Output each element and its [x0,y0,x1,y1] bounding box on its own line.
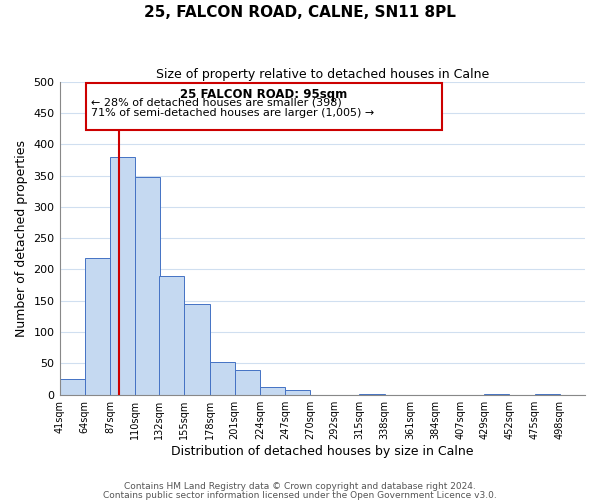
Bar [285,390,310,394]
Bar [184,304,209,394]
Bar [235,370,260,394]
Text: Contains public sector information licensed under the Open Government Licence v3: Contains public sector information licen… [103,490,497,500]
Text: 71% of semi-detached houses are larger (1,005) →: 71% of semi-detached houses are larger (… [91,108,374,118]
X-axis label: Distribution of detached houses by size in Calne: Distribution of detached houses by size … [171,444,473,458]
Bar [59,379,85,394]
Title: Size of property relative to detached houses in Calne: Size of property relative to detached ho… [155,68,489,80]
Bar [260,387,285,394]
Bar [159,276,184,394]
Text: Contains HM Land Registry data © Crown copyright and database right 2024.: Contains HM Land Registry data © Crown c… [124,482,476,491]
Y-axis label: Number of detached properties: Number of detached properties [15,140,28,336]
FancyBboxPatch shape [86,83,442,130]
Bar [110,158,135,394]
Bar [209,362,235,394]
Bar [85,258,110,394]
Text: ← 28% of detached houses are smaller (398): ← 28% of detached houses are smaller (39… [91,98,342,108]
Bar [135,177,160,394]
Text: 25 FALCON ROAD: 95sqm: 25 FALCON ROAD: 95sqm [180,88,347,101]
Text: 25, FALCON ROAD, CALNE, SN11 8PL: 25, FALCON ROAD, CALNE, SN11 8PL [144,5,456,20]
